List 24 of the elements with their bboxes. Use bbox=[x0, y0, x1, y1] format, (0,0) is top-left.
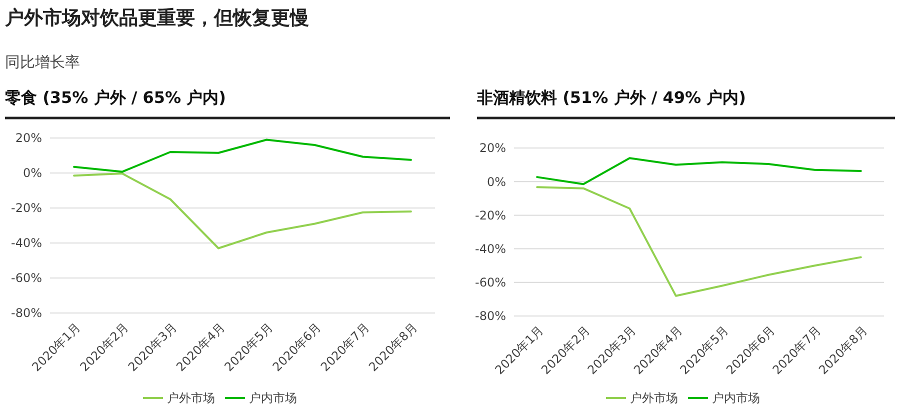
legend-label: 户内市场 bbox=[249, 391, 297, 406]
y-tick-label: -80% bbox=[474, 309, 506, 324]
legend-label: 户内市场 bbox=[712, 391, 760, 406]
legend-label: 户外市场 bbox=[167, 391, 215, 406]
y-tick-label: 20% bbox=[15, 131, 42, 146]
y-tick-label: 20% bbox=[479, 141, 506, 156]
y-tick-label: -60% bbox=[10, 271, 42, 286]
line-series bbox=[73, 138, 412, 173]
line-series bbox=[73, 172, 412, 250]
y-tick-label: -60% bbox=[474, 276, 506, 290]
text: 户外市场对饮品更重要，但恢复更慢 bbox=[4, 7, 309, 29]
y-tick-label: -40% bbox=[474, 242, 506, 256]
y-tick-label: -80% bbox=[10, 306, 42, 320]
line-series bbox=[536, 157, 862, 186]
text: 同比增长率 bbox=[5, 53, 80, 71]
chart-title: 零食 (35% 户外 / 65% 户内) bbox=[4, 88, 226, 107]
y-tick-label: -20% bbox=[474, 208, 506, 222]
y-tick-label: 0% bbox=[22, 166, 42, 180]
chart-title: 非酒精饮料 (51% 户外 / 49% 户内) bbox=[476, 88, 746, 107]
y-tick-label: 0% bbox=[486, 174, 506, 189]
legend-label: 户外市场 bbox=[630, 391, 678, 406]
y-tick-label: -20% bbox=[10, 201, 42, 216]
line-series bbox=[536, 186, 862, 297]
y-tick-label: -40% bbox=[10, 236, 42, 250]
